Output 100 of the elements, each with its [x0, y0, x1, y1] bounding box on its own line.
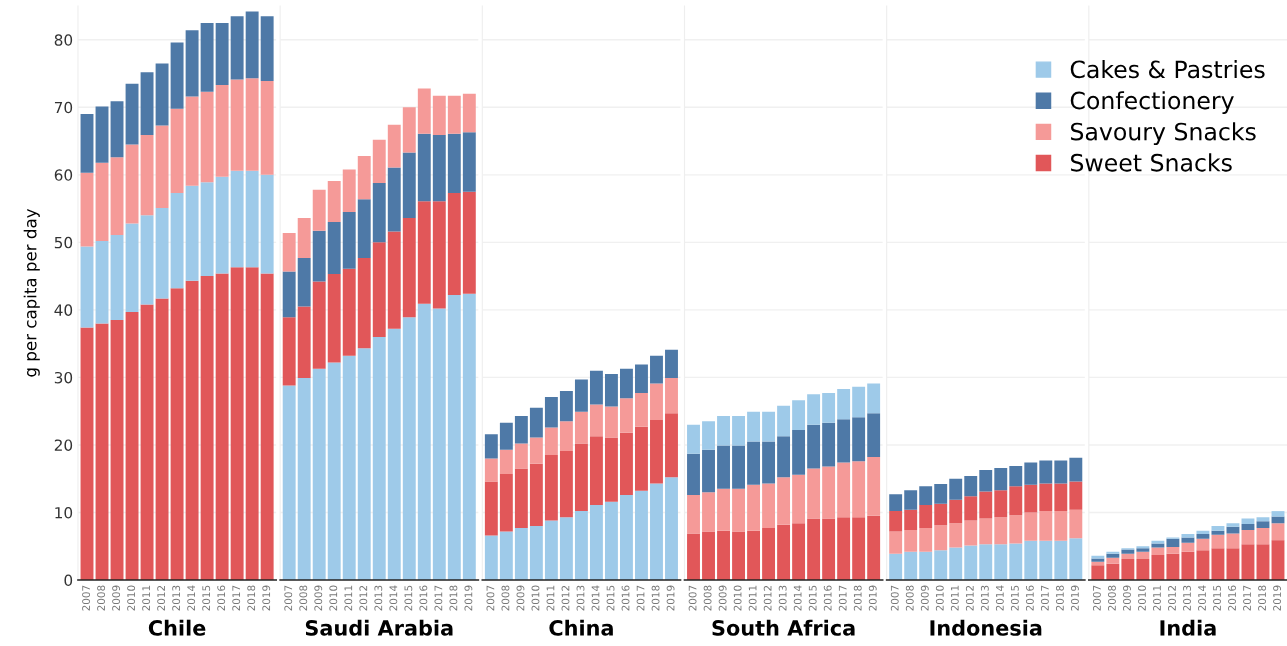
- bar: [327, 274, 341, 363]
- bar: [650, 355, 663, 384]
- x-axis-title: India: [1160, 619, 1216, 636]
- bar: [852, 417, 866, 462]
- x-axis-title: China: [549, 619, 613, 636]
- bar: [1039, 483, 1053, 512]
- x-tick-label: 2011: [748, 585, 757, 611]
- bar: [979, 518, 993, 545]
- bar: [1009, 465, 1023, 487]
- bar: [125, 223, 139, 312]
- bar: [1024, 484, 1038, 513]
- bar: [717, 415, 730, 446]
- bar: [1151, 543, 1165, 548]
- bar: [889, 511, 903, 532]
- bar: [635, 392, 648, 427]
- x-axis-title: Saudi Arabia: [305, 619, 453, 636]
- bar: [604, 374, 618, 407]
- bar: [1069, 538, 1083, 580]
- x-tick-label: 2009: [314, 585, 323, 611]
- x-tick-label: 2007: [82, 585, 91, 611]
- bar: [1054, 511, 1068, 541]
- bar: [687, 424, 700, 454]
- bar: [1136, 551, 1150, 560]
- bar: [687, 533, 700, 580]
- bar: [282, 232, 296, 272]
- x-axis-title: Indonesia: [930, 619, 1042, 636]
- bar: [762, 483, 776, 528]
- bar: [1166, 546, 1180, 554]
- bar: [312, 281, 326, 369]
- legend-label: Savoury Snacks: [1070, 122, 1256, 146]
- bar: [125, 311, 139, 580]
- bar: [1121, 553, 1135, 560]
- bar: [1106, 557, 1120, 564]
- bar: [200, 276, 214, 580]
- bar: [979, 491, 993, 519]
- bar: [260, 174, 274, 274]
- x-tick-label: 2010: [329, 585, 338, 611]
- y-tick-label: 50: [54, 236, 73, 249]
- bar: [792, 523, 806, 580]
- x-tick-label: 2018: [651, 585, 660, 611]
- bar: [650, 419, 663, 484]
- bar: [1271, 523, 1285, 541]
- bar: [994, 517, 1008, 545]
- x-tick-label: 2009: [112, 585, 121, 611]
- x-tick-label: 2017: [434, 585, 443, 611]
- bar: [702, 449, 715, 493]
- bar: [777, 524, 791, 580]
- x-tick-label: 2012: [359, 585, 368, 611]
- bar: [462, 93, 476, 133]
- x-tick-label: 2018: [1055, 585, 1064, 611]
- bar: [904, 551, 918, 580]
- bar: [837, 462, 851, 518]
- bar: [1196, 538, 1210, 551]
- bar: [432, 134, 446, 202]
- bar: [792, 430, 806, 475]
- bar: [80, 114, 94, 173]
- bar: [949, 478, 963, 500]
- bar: [822, 422, 836, 467]
- bar: [529, 525, 543, 580]
- bar: [559, 517, 573, 580]
- x-tick-label: 2010: [531, 585, 540, 611]
- x-tick-label: 2019: [666, 585, 675, 611]
- bar: [327, 362, 341, 580]
- bar: [514, 415, 528, 444]
- bar: [762, 441, 776, 484]
- y-tick-label: 80: [54, 34, 73, 46]
- x-tick-label: 2016: [621, 585, 630, 611]
- bar: [867, 515, 881, 580]
- bar: [297, 378, 311, 580]
- bar: [934, 550, 948, 580]
- y-tick-label: 10: [55, 506, 73, 519]
- bar: [230, 170, 244, 268]
- bar: [372, 336, 386, 580]
- bar: [620, 494, 633, 580]
- bar: [484, 481, 498, 536]
- bar: [357, 199, 371, 258]
- bar: [852, 517, 866, 580]
- x-tick-label: 2014: [1198, 585, 1206, 611]
- bar: [979, 544, 993, 580]
- bar: [260, 273, 274, 580]
- x-tick-label: 2018: [853, 585, 862, 611]
- bar: [529, 407, 543, 438]
- bar: [964, 520, 978, 546]
- bar: [342, 169, 356, 212]
- bar: [1196, 550, 1210, 580]
- bar: [432, 95, 446, 135]
- bar: [357, 257, 371, 349]
- x-tick-label: 2014: [591, 585, 600, 611]
- bar: [919, 528, 933, 552]
- bar: [665, 349, 678, 379]
- bar: [994, 490, 1008, 518]
- bar: [499, 473, 513, 532]
- bar: [665, 477, 678, 580]
- bar: [964, 545, 978, 580]
- bar: [604, 406, 618, 438]
- bar: [1151, 547, 1165, 556]
- bar: [837, 419, 851, 463]
- y-tick-label: 20: [54, 439, 73, 451]
- bar: [889, 494, 903, 512]
- bar: [1009, 515, 1023, 544]
